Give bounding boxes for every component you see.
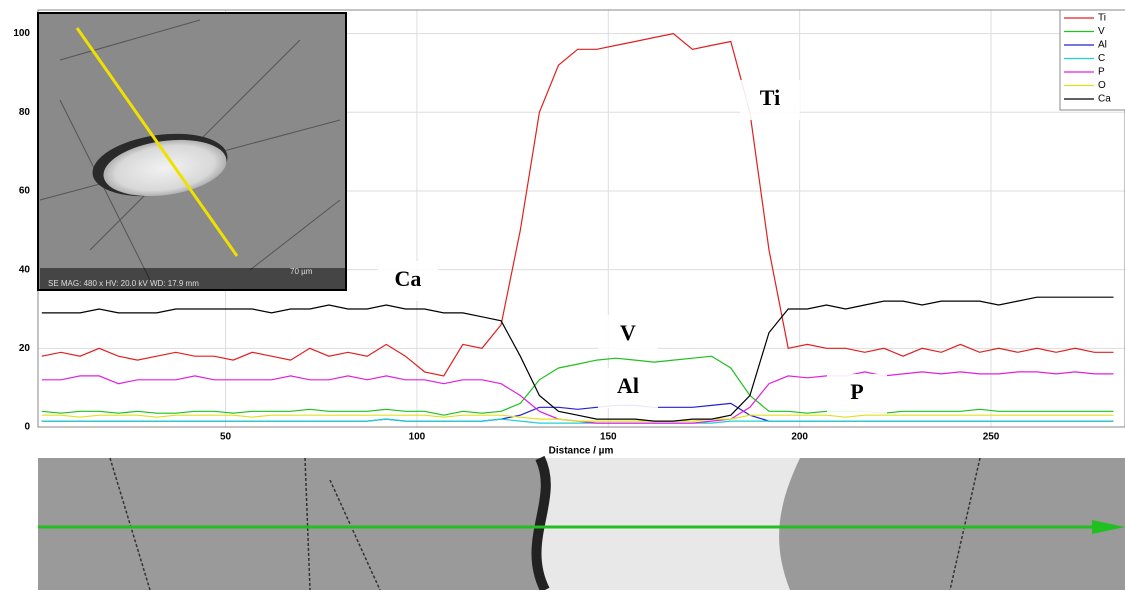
legend-label: P <box>1098 67 1105 78</box>
legend-label: Ca <box>1098 94 1111 105</box>
linescan-image <box>38 458 1125 590</box>
legend-label: Al <box>1098 40 1107 51</box>
legend-label: O <box>1098 80 1106 91</box>
inset-image: SE MAG: 480 x HV: 20.0 kV WD: 17.9 mm 70… <box>38 13 346 290</box>
chart: SE MAG: 480 x HV: 20.0 kV WD: 17.9 mm 70… <box>0 0 1125 590</box>
x-tick-label: 150 <box>600 432 617 443</box>
y-tick-label: 60 <box>19 186 31 197</box>
annotation: Al <box>617 373 639 398</box>
annotation: Ca <box>395 266 422 291</box>
x-axis-label: Distance / µm <box>549 446 614 457</box>
inset-info: SE MAG: 480 x HV: 20.0 kV WD: 17.9 mm <box>48 279 199 288</box>
legend: Ti V Al CPO Ca <box>1060 10 1125 110</box>
annotation: P <box>850 379 863 404</box>
legend-label: Ti <box>1098 13 1106 24</box>
y-tick-label: 100 <box>13 28 30 39</box>
inset-scale: 70 µm <box>290 267 313 276</box>
x-tick-label: 250 <box>983 432 1000 443</box>
x-tick-label: 100 <box>409 432 426 443</box>
y-tick-label: 20 <box>19 343 31 354</box>
y-tick-label: 80 <box>19 107 31 118</box>
legend-label: C <box>1098 53 1105 64</box>
annotation: V <box>620 320 636 345</box>
y-tick-label: 40 <box>19 264 31 275</box>
x-tick-label: 200 <box>791 432 808 443</box>
strip-particle <box>536 458 800 590</box>
annotation: Ti <box>760 85 780 110</box>
x-tick-label: 50 <box>220 432 232 443</box>
y-tick-label: 0 <box>24 422 30 433</box>
legend-label: V <box>1098 26 1105 37</box>
legend-box <box>1060 10 1125 110</box>
